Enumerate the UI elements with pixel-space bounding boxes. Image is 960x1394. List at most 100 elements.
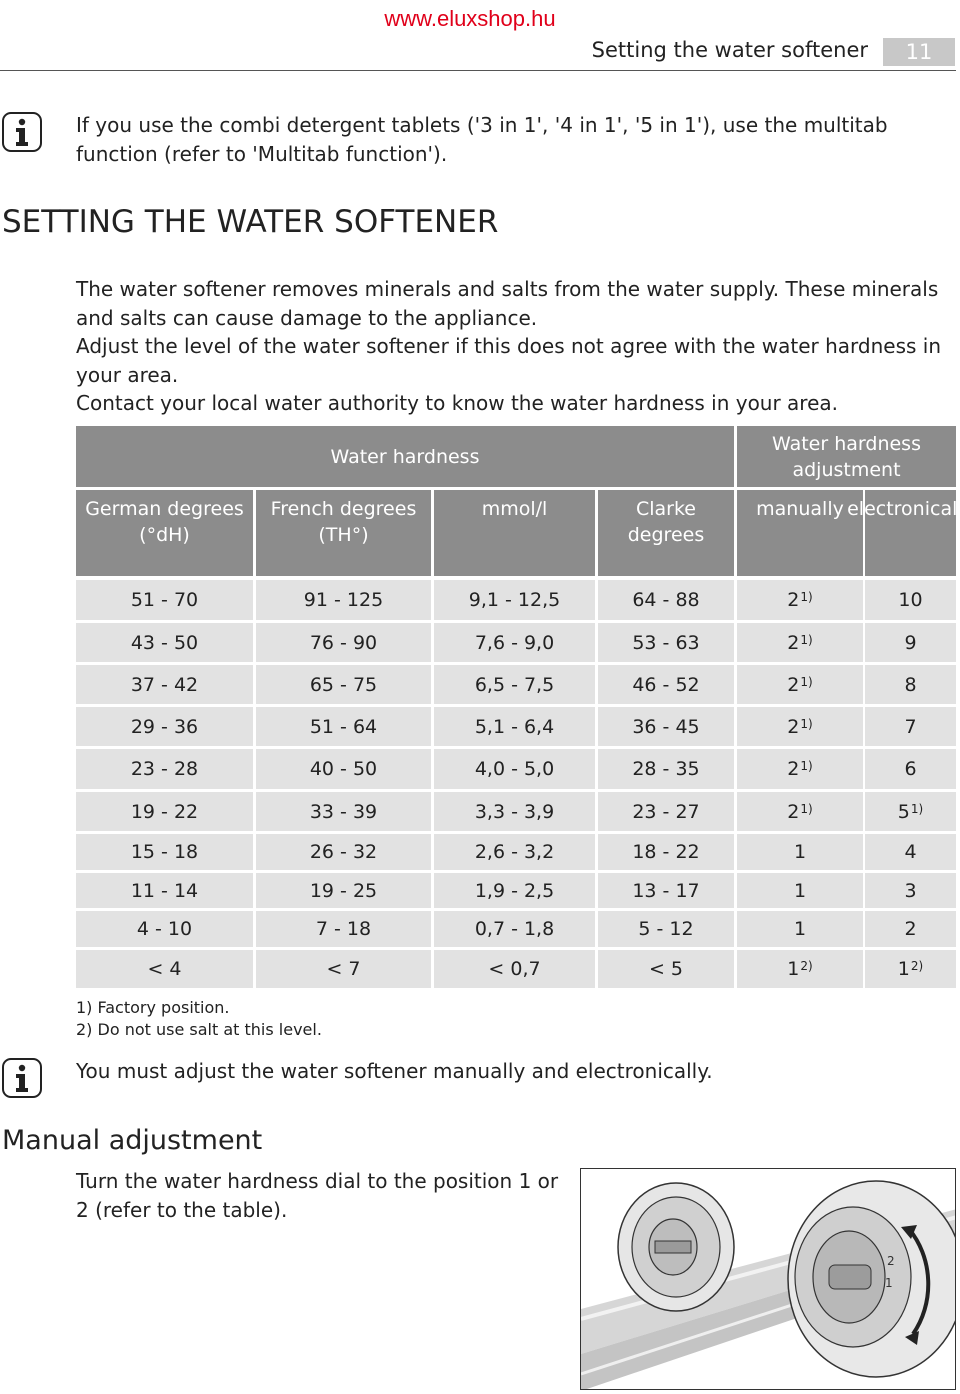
table-cell: 3,3 - 3,9 — [434, 792, 595, 831]
manual-value: 1 — [793, 879, 807, 902]
manual-value: 2 — [787, 800, 800, 823]
electronic-value: 5 — [897, 800, 910, 823]
table-cell: 13 - 17 — [598, 873, 734, 908]
manual-value: 2 — [787, 758, 800, 780]
watermark-link[interactable]: www.eluxshop.hu — [384, 6, 556, 31]
table-cell: < 4 — [76, 950, 253, 988]
electronic-value: 3 — [904, 879, 917, 902]
column-header: manually — [737, 490, 863, 576]
section-title: Setting the water softener — [591, 38, 868, 62]
footnote-ref: 2) — [800, 959, 813, 973]
footnote-ref: 2) — [910, 959, 924, 973]
table-cell-electronic: 9 — [865, 623, 956, 662]
footnote-ref: 1) — [800, 801, 813, 816]
manual-value: 1 — [787, 958, 800, 980]
table-cell-manual: 1 — [737, 834, 863, 870]
table-cell-manual: 2 1) — [737, 707, 863, 746]
electronic-value: 10 — [898, 589, 923, 611]
header-divider — [0, 70, 956, 71]
table-cell: 7,6 - 9,0 — [434, 623, 595, 662]
table-cell: 23 - 28 — [76, 749, 253, 789]
manual-value: 2 — [787, 589, 800, 611]
table-cell: < 7 — [256, 950, 431, 988]
table-cell: 11 - 14 — [76, 873, 253, 908]
intro-paragraph-1: The water softener removes minerals and … — [76, 277, 939, 330]
table-cell: 2,6 - 3,2 — [434, 834, 595, 870]
electronic-value: 6 — [904, 758, 917, 780]
adjust-note: You must adjust the water softener manua… — [76, 1059, 713, 1083]
column-header: mmol/l — [434, 490, 595, 576]
table-cell: 64 - 88 — [598, 580, 734, 620]
manual-value: 1 — [793, 918, 807, 940]
column-header: French degrees (TH°) — [256, 490, 431, 576]
table-cell: 4 - 10 — [76, 911, 253, 947]
table-cell-manual: 2 1) — [737, 580, 863, 620]
table-cell: 91 - 125 — [256, 580, 431, 620]
info-icon — [2, 1058, 42, 1102]
table-cell-electronic: 6 — [865, 749, 956, 789]
footnote-ref: 1) — [910, 801, 924, 816]
footnote-ref: 1) — [800, 632, 813, 647]
table-cell-electronic: 10 — [865, 580, 956, 620]
header-water-hardness: Water hardness — [76, 426, 734, 487]
manual-adjustment-text: Turn the water hardness dial to the posi… — [76, 1169, 559, 1222]
footnote-1: 1) Factory position. — [76, 998, 230, 1017]
footnote-2: 2) Do not use salt at this level. — [76, 1020, 322, 1039]
table-cell-manual: 2 1) — [737, 792, 863, 831]
header-adjustment: Water hardness adjustment — [737, 426, 956, 487]
table-cell: 46 - 52 — [598, 665, 734, 704]
multitab-note: If you use the combi detergent tablets (… — [76, 113, 888, 166]
table-cell-electronic: 4 — [865, 834, 956, 870]
intro-text: The water softener removes minerals and … — [76, 275, 956, 418]
table-cell: 7 - 18 — [256, 911, 431, 947]
intro-paragraph-3: Contact your local water authority to kn… — [76, 391, 839, 415]
column-header: German degrees (°dH) — [76, 490, 253, 576]
manual-value: 2 — [787, 673, 800, 696]
table-cell-manual: 2 1) — [737, 749, 863, 789]
table-cell-manual: 1 — [737, 873, 863, 908]
manual-adjustment-heading: Manual adjustment — [2, 1125, 263, 1156]
table-cell: 6,5 - 7,5 — [434, 665, 595, 704]
table-cell: 23 - 27 — [598, 792, 734, 831]
manual-value: 2 — [787, 715, 800, 738]
electronic-value: 1 — [897, 958, 910, 980]
dial-label-1: 1 — [885, 1276, 893, 1290]
table-cell-manual: 2 1) — [737, 623, 863, 662]
footnote-ref: 1) — [800, 674, 813, 689]
table-cell: 51 - 64 — [256, 707, 431, 746]
table-cell: 36 - 45 — [598, 707, 734, 746]
page-number: 11 — [883, 38, 955, 66]
electronic-value: 9 — [904, 631, 917, 654]
table-cell: 29 - 36 — [76, 707, 253, 746]
table-cell-electronic: 8 — [865, 665, 956, 704]
table-cell: 18 - 22 — [598, 834, 734, 870]
table-cell-manual: 1 2) — [737, 950, 863, 988]
table-cell: 19 - 22 — [76, 792, 253, 831]
dial-drawing: 2 1 — [581, 1169, 955, 1389]
table-cell: 4,0 - 5,0 — [434, 749, 595, 789]
table-cell: 33 - 39 — [256, 792, 431, 831]
footnote-ref: 1) — [800, 759, 813, 773]
column-header: Clarke degrees — [598, 490, 734, 576]
dial-illustration: 2 1 — [580, 1168, 956, 1390]
table-cell-electronic: 1 2) — [865, 950, 956, 988]
table-cell: 51 - 70 — [76, 580, 253, 620]
manual-value: 2 — [787, 631, 800, 654]
table-cell: 19 - 25 — [256, 873, 431, 908]
table-cell: 43 - 50 — [76, 623, 253, 662]
table-cell: < 0,7 — [434, 950, 595, 988]
intro-paragraph-2: Adjust the level of the water softener i… — [76, 334, 942, 387]
table-cell-electronic: 3 — [865, 873, 956, 908]
table-cell-electronic: 7 — [865, 707, 956, 746]
electronic-value: 7 — [904, 715, 917, 738]
column-header: electronically — [847, 490, 960, 576]
table-cell: < 5 — [598, 950, 734, 988]
manual-value: 1 — [793, 841, 807, 863]
table-cell: 28 - 35 — [598, 749, 734, 789]
table-cell: 15 - 18 — [76, 834, 253, 870]
electronic-value: 8 — [904, 673, 917, 696]
page-heading: SETTING THE WATER SOFTENER — [2, 204, 499, 240]
table-cell-manual: 2 1) — [737, 665, 863, 704]
table-cell: 5 - 12 — [598, 911, 734, 947]
table-cell-manual: 1 — [737, 911, 863, 947]
